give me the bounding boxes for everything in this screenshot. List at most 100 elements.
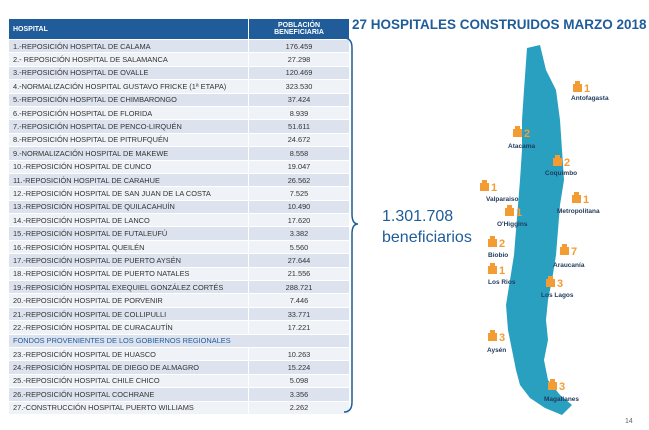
hospital-cell: 26.-REPOSICIÓN HOSPITAL COCHRANE: [8, 387, 249, 402]
table-row: 23.-REPOSICIÓN HOSPITAL DE HUASCO 10.263: [8, 346, 350, 362]
population-cell: 2.262: [248, 400, 350, 415]
hospital-icon: [573, 84, 582, 92]
hospital-icon-top: [507, 205, 512, 208]
hospital-icon-top: [562, 244, 567, 247]
table-row: 5.-REPOSICIÓN HOSPITAL DE CHIMBARONGO 37.…: [8, 92, 350, 107]
table-row: 6.-REPOSICIÓN HOSPITAL DE FLORIDA 8.939: [8, 105, 350, 121]
region-name: Magallanes: [544, 396, 579, 403]
table-row: 22.-REPOSICIÓN HOSPITAL DE CURACAUTÍN 17.…: [8, 320, 350, 335]
hospital-icon: [513, 129, 522, 137]
table-row: 4.-NORMALIZACIÓN HOSPITAL GUSTAVO FRICKE…: [8, 79, 350, 94]
hospital-icon-top: [575, 81, 580, 84]
region-count: 1: [499, 265, 505, 277]
section-cell: FONDOS PROVENIENTES DE LOS GOBIERNOS REG…: [8, 333, 350, 348]
hospital-cell: 22.-REPOSICIÓN HOSPITAL DE CURACAUTÍN: [8, 320, 249, 335]
total-value: 1.301.708: [382, 208, 454, 225]
region-name: Biobio: [488, 252, 508, 259]
table-row: 16.-REPOSICIÓN HOSPITAL QUEILÉN 5.560: [8, 239, 350, 255]
population-cell: 120.469: [248, 65, 350, 81]
hospital-cell: 5.-REPOSICIÓN HOSPITAL DE CHIMBARONGO: [8, 92, 249, 107]
population-cell: 10.263: [248, 346, 350, 362]
table-row: 2.- REPOSICIÓN HOSPITAL DE SALAMANCA 27.2…: [8, 52, 350, 67]
hospital-icon-top: [550, 379, 555, 382]
region-count: 1: [516, 207, 522, 219]
population-cell: 176.459: [248, 38, 350, 54]
hospital-icon-top: [515, 126, 520, 129]
region-name: Los Lagos: [541, 292, 574, 299]
header-cell: POBLACIÓN BENEFICIARIA: [248, 18, 350, 40]
hospital-cell: 21.-REPOSICIÓN HOSPITAL DE COLLIPULLI: [8, 306, 249, 322]
hospital-icon: [488, 333, 497, 341]
population-cell: 5.098: [248, 373, 350, 389]
region-count: 3: [559, 381, 565, 393]
population-cell: 7.525: [248, 186, 350, 201]
population-cell: 24.672: [248, 132, 350, 148]
hospital-cell: 16.-REPOSICIÓN HOSPITAL QUEILÉN: [8, 239, 249, 255]
hospital-icon: [546, 279, 555, 287]
population-cell: 15.224: [248, 360, 350, 375]
hospital-icon-top: [490, 236, 495, 239]
hospital-cell: 6.-REPOSICIÓN HOSPITAL DE FLORIDA: [8, 105, 249, 121]
hospital-icon: [548, 382, 557, 390]
region-count: 1: [584, 83, 590, 95]
hospital-icon-top: [574, 192, 579, 195]
header-cell: HOSPITAL: [8, 18, 249, 40]
population-cell: 323.530: [248, 79, 350, 94]
region-name: Aysén: [487, 347, 506, 354]
hospital-cell: 9.-NORMALIZACIÓN HOSPITAL DE MAKEWE: [8, 146, 249, 161]
table-row: 27.-CONSTRUCCIÓN HOSPITAL PUERTO WILLIAM…: [8, 400, 350, 415]
table-row: 9.-NORMALIZACIÓN HOSPITAL DE MAKEWE 8.558: [8, 146, 350, 161]
population-cell: 21.556: [248, 266, 350, 282]
hospital-icon: [572, 195, 581, 203]
table-row: 18.-REPOSICIÓN HOSPITAL DE PUERTO NATALE…: [8, 266, 350, 282]
hospital-icon: [560, 247, 569, 255]
hospital-icon-top: [490, 263, 495, 266]
region-count: 1: [491, 182, 497, 194]
page-number: 14: [625, 418, 633, 425]
population-cell: 27.298: [248, 52, 350, 67]
hospital-cell: 7.-REPOSICIÓN HOSPITAL DE PENCO-LIRQUÉN: [8, 119, 249, 134]
region-name: Metropolitana: [557, 208, 600, 215]
total-label: beneficiarios: [382, 229, 472, 246]
table-row: 25.-REPOSICIÓN HOSPITAL CHILE CHICO 5.098: [8, 373, 350, 389]
country-shape: [506, 45, 572, 415]
hospital-icon: [553, 158, 562, 166]
hospital-cell: 20.-REPOSICIÓN HOSPITAL DE PORVENIR: [8, 293, 249, 308]
hospital-cell: 11.-REPOSICIÓN HOSPITAL DE CARAHUE: [8, 172, 249, 188]
hospital-icon-top: [555, 155, 560, 158]
hospital-icon-top: [482, 180, 487, 183]
population-cell: 19.047: [248, 159, 350, 174]
hospital-cell: 3.-REPOSICIÓN HOSPITAL DE OVALLE: [8, 65, 249, 81]
region-name: Coquimbo: [545, 170, 577, 177]
region-name: O'Higgins: [497, 221, 528, 228]
region-name: Los Rios: [488, 279, 516, 286]
hospital-cell: 19.-REPOSICIÓN HOSPITAL EXEQUIEL GONZÁLE…: [8, 280, 249, 295]
table-row: FONDOS PROVENIENTES DE LOS GOBIERNOS REG…: [8, 333, 350, 348]
table-row: 3.-REPOSICIÓN HOSPITAL DE OVALLE 120.469: [8, 65, 350, 81]
title: 27 HOSPITALES CONSTRUIDOS MARZO 2018: [352, 17, 647, 32]
region-name: Atacama: [508, 143, 535, 150]
hospital-icon-top: [548, 276, 553, 279]
population-cell: 288.721: [248, 280, 350, 295]
hospital-cell: 12.-REPOSICIÓN HOSPITAL DE SAN JUAN DE L…: [8, 186, 249, 201]
table-row: 11.-REPOSICIÓN HOSPITAL DE CARAHUE 26.562: [8, 172, 350, 188]
region-count: 3: [557, 278, 563, 290]
hospital-table: HOSPITAL POBLACIÓN BENEFICIARIA 1.-REPOS…: [8, 18, 350, 415]
hospital-cell: 2.- REPOSICIÓN HOSPITAL DE SALAMANCA: [8, 52, 249, 67]
region-count: 2: [564, 157, 570, 169]
table-row: 21.-REPOSICIÓN HOSPITAL DE COLLIPULLI 33.…: [8, 306, 350, 322]
hospital-icon-top: [490, 330, 495, 333]
table-row: 12.-REPOSICIÓN HOSPITAL DE SAN JUAN DE L…: [8, 186, 350, 201]
hospital-icon: [480, 183, 489, 191]
region-name: Valparaiso: [486, 196, 519, 203]
hospital-cell: 25.-REPOSICIÓN HOSPITAL CHILE CHICO: [8, 373, 249, 389]
table-row: 19.-REPOSICIÓN HOSPITAL EXEQUIEL GONZÁLE…: [8, 280, 350, 295]
header-row: HOSPITAL POBLACIÓN BENEFICIARIA: [8, 18, 350, 40]
population-cell: 8.939: [248, 105, 350, 121]
table-row: 7.-REPOSICIÓN HOSPITAL DE PENCO-LIRQUÉN 5…: [8, 119, 350, 134]
table-row: 15.-REPOSICIÓN HOSPITAL DE FUTALEUFÚ 3.38…: [8, 226, 350, 241]
hospital-cell: 4.-NORMALIZACIÓN HOSPITAL GUSTAVO FRICKE…: [8, 79, 249, 94]
region-count: 7: [571, 246, 577, 258]
hospital-cell: 27.-CONSTRUCCIÓN HOSPITAL PUERTO WILLIAM…: [8, 400, 249, 415]
